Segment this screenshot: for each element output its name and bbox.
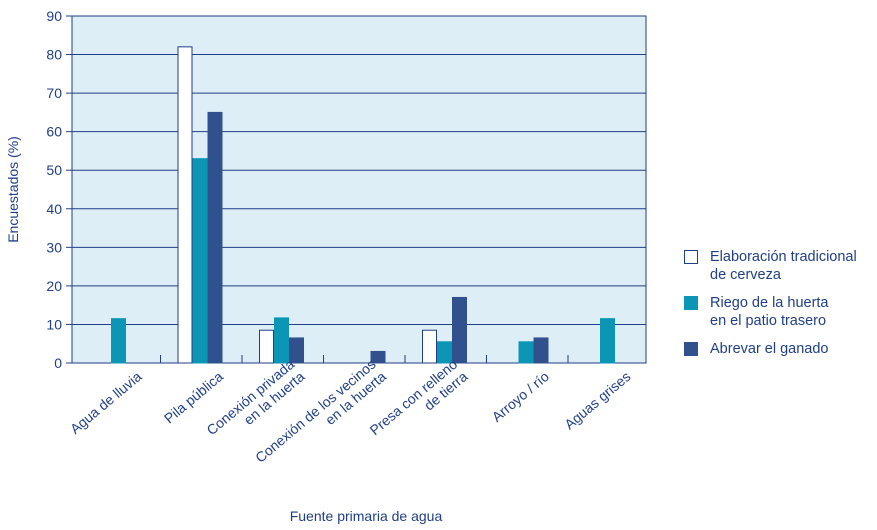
bar-series-2 <box>111 318 126 364</box>
x-tick-label: Arroyo / río <box>489 368 552 425</box>
bar-series-3 <box>207 111 223 364</box>
y-tick-label: 60 <box>46 124 62 140</box>
y-tick-label: 70 <box>46 85 62 101</box>
bar-series-2 <box>518 341 534 364</box>
bar-series-1 <box>177 46 193 364</box>
y-axis-ticks: 0 10 20 30 40 50 60 70 80 90 <box>46 8 72 371</box>
bar-series-3 <box>533 337 549 364</box>
x-tick-label: Agua de lluvia <box>67 368 145 437</box>
bar-series-3 <box>452 296 467 364</box>
bars <box>111 46 615 364</box>
y-tick-label: 10 <box>46 316 62 332</box>
legend-label: Abrevar el ganado <box>710 341 829 357</box>
legend-label: Elaboración tradicional de cerveza <box>710 249 857 283</box>
plot-area <box>71 15 647 364</box>
x-tick-label: Presa con rellenode tierra <box>366 356 470 451</box>
legend-item: Abrevar el ganado <box>684 340 874 358</box>
legend-label: Riego de la huerta en el patio trasero <box>710 295 829 329</box>
y-tick-label: 30 <box>46 239 62 255</box>
grid-lines <box>72 54 646 325</box>
x-tick-label: Aguas grises <box>561 368 633 432</box>
bar-series-2 <box>600 318 615 364</box>
y-tick-label: 0 <box>54 355 62 371</box>
y-tick-label: 50 <box>46 162 62 178</box>
bar-series-2 <box>437 341 452 364</box>
bar-series-2 <box>274 317 289 364</box>
legend-item: Riego de la huerta en el patio trasero <box>684 294 874 330</box>
bar-series-1 <box>422 329 437 364</box>
bar-series-3 <box>289 337 304 364</box>
y-tick-label: 80 <box>46 47 62 63</box>
y-tick-label: 90 <box>46 8 62 24</box>
legend: Elaboración tradicional de cerveza Riego … <box>684 248 874 368</box>
legend-swatch <box>684 296 698 310</box>
bar-series-2 <box>192 158 208 364</box>
y-tick-label: 20 <box>46 278 62 294</box>
bar-series-1 <box>259 329 274 364</box>
bar-series-3 <box>370 350 386 364</box>
x-axis-label: Fuente primaria de agua <box>290 508 443 524</box>
y-tick-label: 40 <box>46 201 62 217</box>
legend-swatch <box>684 250 698 264</box>
legend-item: Elaboración tradicional de cerveza <box>684 248 874 284</box>
legend-swatch <box>684 342 698 356</box>
y-axis-label: Encuestados (%) <box>5 136 21 243</box>
